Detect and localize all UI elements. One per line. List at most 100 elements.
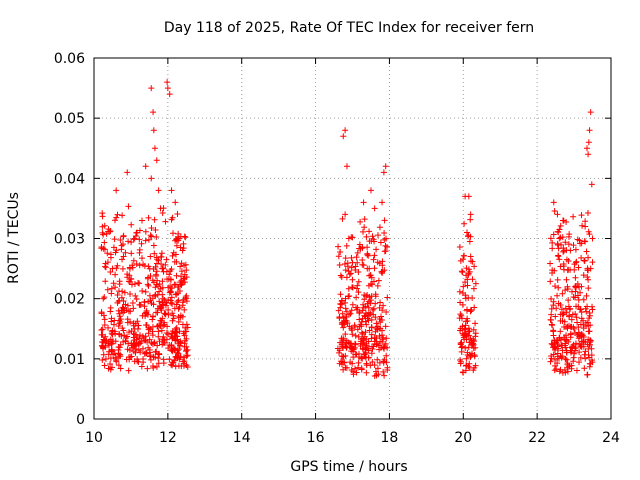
data-point [142, 228, 149, 235]
data-point [181, 271, 188, 278]
data-point [158, 318, 165, 325]
data-point [568, 347, 575, 354]
data-point [155, 328, 162, 335]
data-point [336, 314, 343, 321]
data-point [574, 280, 581, 287]
data-point [374, 282, 381, 289]
data-point [99, 356, 106, 363]
data-point [146, 292, 153, 299]
data-point [98, 310, 105, 317]
data-point [179, 247, 186, 254]
data-point [555, 253, 562, 260]
data-point [107, 254, 114, 261]
data-point [586, 127, 593, 134]
data-point [577, 240, 584, 247]
data-point [348, 254, 355, 261]
data-point [112, 338, 119, 345]
data-point [169, 335, 176, 342]
data-point [139, 345, 146, 352]
data-point [581, 257, 588, 264]
data-point [148, 85, 155, 92]
data-point [563, 276, 570, 283]
data-point [183, 347, 190, 354]
data-point [548, 311, 555, 318]
data-point [134, 318, 141, 325]
data-point [165, 331, 172, 338]
data-point [552, 362, 559, 369]
data-point [582, 355, 589, 362]
data-point [145, 326, 152, 333]
data-point [375, 277, 382, 284]
data-point [359, 256, 366, 263]
data-point [152, 273, 159, 280]
data-point [555, 284, 562, 291]
data-point [548, 353, 555, 360]
data-point [125, 278, 132, 285]
data-point [562, 340, 569, 347]
data-point [562, 369, 569, 376]
data-point [171, 258, 178, 265]
data-point [125, 367, 132, 374]
data-point [586, 309, 593, 316]
data-point [160, 356, 167, 363]
data-point [368, 350, 375, 357]
data-point [361, 353, 368, 360]
data-point [355, 364, 362, 371]
data-point [467, 335, 474, 342]
data-point [338, 274, 345, 281]
data-point [120, 253, 127, 260]
data-point [361, 224, 368, 231]
data-point [566, 313, 573, 320]
data-point [128, 250, 135, 257]
data-point [461, 336, 468, 343]
data-point [107, 355, 114, 362]
data-point [359, 307, 366, 314]
data-point [338, 353, 345, 360]
data-point [146, 346, 153, 353]
data-point [339, 297, 346, 304]
data-point [342, 127, 349, 134]
data-point [168, 342, 175, 349]
data-point [140, 356, 147, 363]
x-tick-label: 24 [602, 430, 620, 446]
x-tick-label: 10 [85, 430, 103, 446]
data-point [371, 265, 378, 272]
data-point [155, 257, 162, 264]
y-tick-label: 0.03 [54, 232, 85, 248]
data-point [154, 256, 161, 263]
data-point [133, 331, 140, 338]
data-point [464, 282, 471, 289]
data-point [121, 289, 128, 296]
data-point [467, 211, 474, 218]
data-point [99, 345, 106, 352]
data-point [157, 323, 164, 330]
data-point [114, 262, 121, 269]
data-point [139, 217, 146, 224]
data-point [167, 276, 174, 283]
data-point [467, 253, 474, 260]
data-point [586, 363, 593, 370]
data-point [136, 227, 143, 234]
data-point [159, 278, 166, 285]
data-point [368, 335, 375, 342]
data-point [459, 330, 466, 337]
data-point [576, 359, 583, 366]
data-point [107, 360, 114, 367]
data-point [552, 345, 559, 352]
data-point [347, 359, 354, 366]
data-point [379, 199, 386, 206]
data-point [145, 298, 152, 305]
data-point [348, 327, 355, 334]
data-point [105, 365, 112, 372]
data-point [181, 233, 188, 240]
data-point [549, 239, 556, 246]
data-point [584, 273, 591, 280]
data-point [340, 133, 347, 140]
data-point [363, 362, 370, 369]
data-point [113, 187, 120, 194]
data-point [153, 268, 160, 275]
data-point [130, 236, 137, 243]
data-point [176, 328, 183, 335]
data-point [146, 336, 153, 343]
